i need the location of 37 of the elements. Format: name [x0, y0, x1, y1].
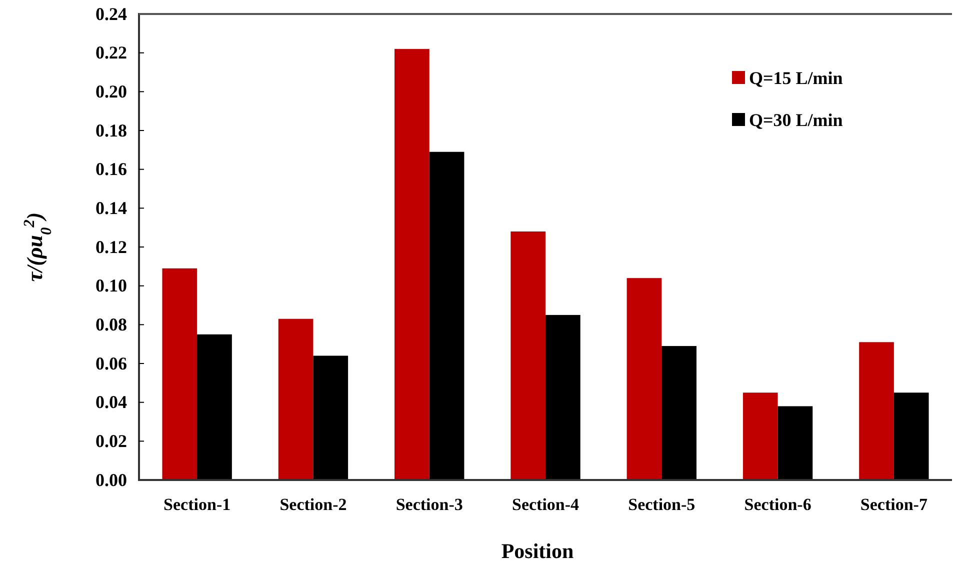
y-tick-label: 0.24	[96, 4, 127, 24]
legend-label: Q=30 L/min	[749, 110, 843, 130]
x-tick-label: Section-4	[512, 495, 580, 514]
y-tick-label: 0.06	[96, 353, 127, 374]
x-tick-label: Section-5	[628, 495, 696, 514]
y-tick-label: 0.14	[96, 198, 127, 218]
bar	[278, 318, 314, 480]
x-axis-title: Position	[501, 539, 574, 563]
y-tick-label: 0.04	[96, 392, 127, 412]
y-tick-label: 0.20	[96, 81, 127, 102]
bar	[626, 278, 662, 480]
y-tick-label: 0.10	[96, 276, 127, 296]
x-tick-label: Section-6	[744, 495, 812, 514]
x-tick-label: Section-3	[396, 495, 463, 514]
bar	[662, 346, 696, 480]
x-tick-label: Section-7	[860, 495, 928, 514]
bar	[394, 48, 430, 480]
y-tick-label: 0.12	[96, 236, 127, 257]
x-tick-label: Section-2	[280, 495, 347, 514]
y-tick-label: 0.18	[96, 120, 127, 140]
y-tick-label: 0.22	[96, 42, 127, 63]
bar	[197, 334, 232, 480]
bar	[859, 342, 894, 480]
bar	[742, 392, 778, 480]
bar	[429, 152, 464, 480]
bar	[162, 268, 198, 480]
bar	[313, 356, 348, 480]
bar	[778, 406, 813, 480]
x-tick-label: Section-1	[164, 495, 231, 514]
y-tick-label: 0.02	[96, 430, 127, 451]
legend-label: Q=15 L/min	[749, 68, 843, 88]
y-tick-label: 0.00	[96, 470, 127, 490]
y-tick-label: 0.08	[96, 314, 127, 334]
bar	[546, 314, 580, 480]
bar	[894, 392, 929, 480]
y-tick-label: 0.16	[96, 159, 127, 180]
bar	[510, 231, 546, 480]
